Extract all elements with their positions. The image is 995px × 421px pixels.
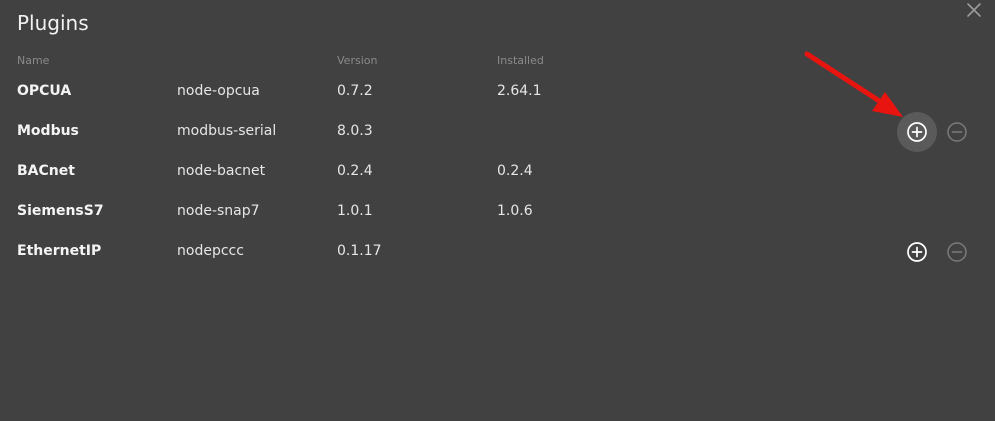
- plugin-package: modbus-serial: [177, 123, 277, 139]
- column-header-installed: Installed: [497, 54, 544, 67]
- row-actions: [897, 112, 977, 152]
- table-row: SiemensS7 node-snap7 1.0.1 1.0.6: [0, 201, 995, 241]
- plugin-name: OPCUA: [17, 83, 72, 99]
- table-header: Name Version Installed: [0, 54, 995, 70]
- plugin-name: EthernetIP: [17, 243, 102, 259]
- plugin-installed: 2.64.1: [497, 83, 542, 99]
- table-row: BACnet node-bacnet 0.2.4 0.2.4: [0, 161, 995, 201]
- minus-circle-icon: [947, 242, 967, 262]
- install-button[interactable]: [897, 232, 937, 272]
- install-button[interactable]: [897, 112, 937, 152]
- plugin-package: node-opcua: [177, 83, 260, 99]
- plugin-version: 0.1.17: [337, 243, 382, 259]
- minus-circle-icon: [947, 122, 967, 142]
- plugin-name: Modbus: [17, 123, 79, 139]
- plugin-version: 0.7.2: [337, 83, 373, 99]
- table-row: EthernetIP nodepccc 0.1.17: [0, 241, 995, 281]
- plugin-version: 8.0.3: [337, 123, 373, 139]
- plugin-installed: 0.2.4: [497, 163, 533, 179]
- row-actions: [897, 232, 977, 272]
- plugin-installed: 1.0.6: [497, 203, 533, 219]
- plugin-package: node-snap7: [177, 203, 260, 219]
- column-header-name: Name: [17, 54, 50, 67]
- plus-circle-icon: [907, 242, 927, 262]
- plugin-package: node-bacnet: [177, 163, 266, 179]
- close-icon: [967, 3, 981, 17]
- plugin-package: nodepccc: [177, 243, 244, 259]
- plugin-name: BACnet: [17, 163, 75, 179]
- plus-circle-icon: [907, 122, 927, 142]
- close-button[interactable]: [965, 1, 983, 19]
- plugin-name: SiemensS7: [17, 203, 104, 219]
- table-row: OPCUA node-opcua 0.7.2 2.64.1: [0, 81, 995, 121]
- uninstall-button[interactable]: [937, 232, 977, 272]
- dialog-title: Plugins: [17, 11, 89, 35]
- plugin-version: 0.2.4: [337, 163, 373, 179]
- plugin-version: 1.0.1: [337, 203, 373, 219]
- uninstall-button[interactable]: [937, 112, 977, 152]
- table-row: Modbus modbus-serial 8.0.3: [0, 112, 995, 161]
- column-header-version: Version: [337, 54, 378, 67]
